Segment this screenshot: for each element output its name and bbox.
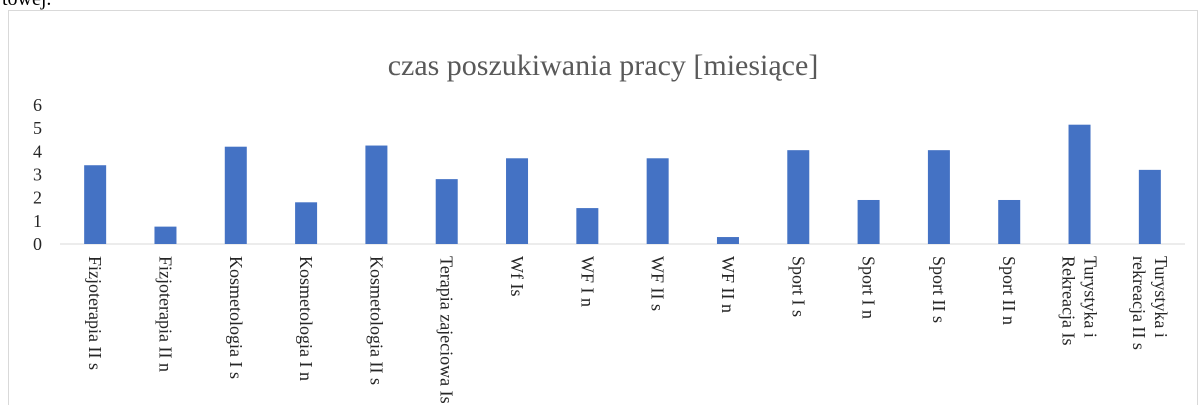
chart-title: czas poszukiwania pracy [miesiące] <box>388 49 819 82</box>
bar <box>435 179 458 244</box>
x-tick-label: Sport II s <box>928 256 949 323</box>
y-tick-label: 0 <box>33 234 42 254</box>
bar <box>927 150 950 244</box>
bar <box>365 145 388 244</box>
bar <box>154 226 177 244</box>
x-tick-label: Fizjoterapia II s <box>85 256 106 370</box>
y-tick-label: 1 <box>33 211 42 231</box>
x-tick-label: WF II n <box>717 256 738 313</box>
y-tick-label: 5 <box>33 118 42 138</box>
bar <box>646 158 669 244</box>
x-tick-label: Terapia zajeciowa Is <box>436 256 457 404</box>
bar <box>576 208 599 244</box>
bar <box>506 158 529 244</box>
bar <box>1138 169 1161 244</box>
x-tick-label: Kosmetologia I n <box>296 256 317 381</box>
bar <box>1068 124 1091 244</box>
chart-frame <box>8 10 1198 405</box>
bar <box>857 199 880 244</box>
y-tick-label: 2 <box>33 188 42 208</box>
x-tick-label: Fizjoterapia II n <box>155 256 176 372</box>
y-tick-label: 6 <box>33 95 42 115</box>
bar <box>998 199 1021 244</box>
bar <box>84 165 107 244</box>
page-text: towej. <box>2 0 51 11</box>
bar <box>224 146 247 244</box>
bar <box>295 202 318 244</box>
bar <box>787 150 810 244</box>
x-tick-label: WF II s <box>647 256 668 311</box>
x-tick-label: WF I n <box>577 256 598 307</box>
x-tick-label: Sport I s <box>788 256 809 318</box>
x-tick-label: Kosmetologia II s <box>366 256 387 385</box>
x-tick-label: Sport I n <box>858 256 879 319</box>
x-tick-label: Turystyka i Rekreacja Is <box>1058 256 1101 346</box>
x-tick-label: Turystyka i rekreacja II s <box>1128 256 1171 350</box>
y-tick-label: 4 <box>33 141 42 161</box>
bar <box>716 237 739 244</box>
y-tick-label: 3 <box>33 165 42 185</box>
x-tick-label: Wf Is <box>507 256 528 297</box>
x-tick-label: Kosmetologia I s <box>225 256 246 379</box>
x-tick-label: Sport II n <box>999 256 1020 325</box>
